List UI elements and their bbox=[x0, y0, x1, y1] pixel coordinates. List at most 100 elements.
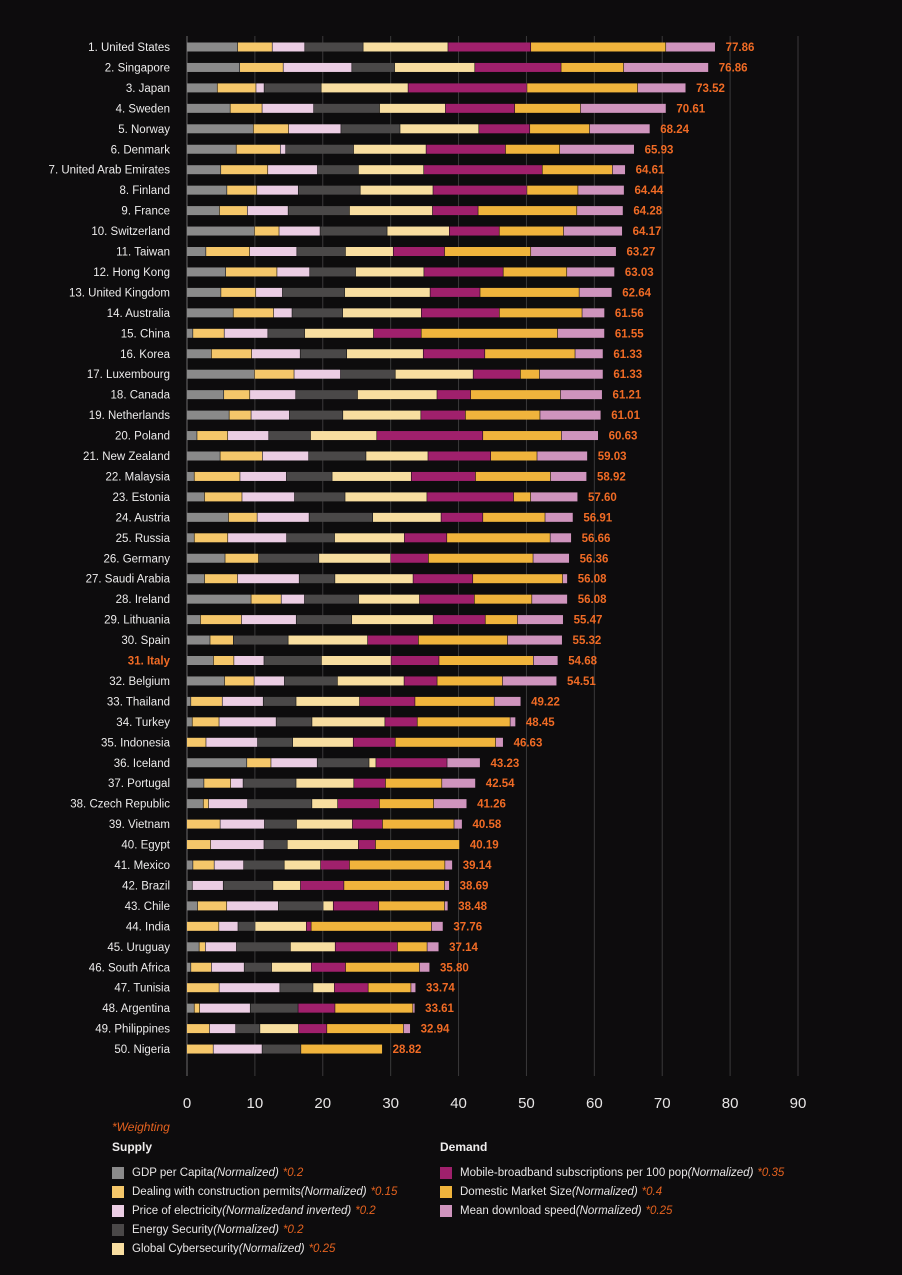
bar-segment-mobile bbox=[377, 431, 483, 441]
bar-segment-gdp bbox=[187, 758, 247, 768]
bar-segment-permits bbox=[187, 1044, 213, 1054]
bar-row bbox=[187, 165, 626, 175]
total-label: 63.03 bbox=[625, 267, 654, 279]
bar-segment-market bbox=[490, 451, 537, 461]
legend-name: Mobile-broadband subscriptions per 100 p… bbox=[460, 1166, 688, 1179]
bar-segment-energy bbox=[263, 696, 296, 706]
bar-segment-cyber bbox=[321, 83, 408, 93]
bar-segment-market bbox=[530, 124, 590, 134]
bar-segment-cyber bbox=[353, 144, 426, 154]
bar-segment-download bbox=[447, 758, 480, 768]
bar-segment-permits bbox=[224, 676, 254, 686]
bar-segment-gdp bbox=[187, 349, 212, 359]
category-label: 11. Taiwan bbox=[116, 247, 170, 259]
bar-segment-market bbox=[344, 880, 445, 890]
bar-segment-gdp bbox=[187, 615, 201, 625]
bar-segment-mobile bbox=[333, 901, 379, 911]
bar-row bbox=[187, 533, 572, 543]
bar-segment-electricity bbox=[256, 83, 264, 93]
bar-segment-permits bbox=[187, 737, 206, 747]
bar-segment-cyber bbox=[343, 410, 421, 420]
bar-segment-download bbox=[577, 206, 623, 216]
bar-segment-energy bbox=[341, 124, 400, 134]
bar-segment-mobile bbox=[427, 492, 514, 502]
bar-segment-cyber bbox=[313, 983, 335, 993]
x-tick-label: 30 bbox=[382, 1095, 399, 1112]
bar-row bbox=[187, 880, 450, 890]
legend-item-cyber: Global Cybersecurity (Normalized) *0.25 bbox=[112, 1239, 397, 1258]
bar-segment-mobile bbox=[445, 103, 515, 113]
bar-segment-mobile bbox=[298, 1003, 335, 1013]
bar-segment-mobile bbox=[473, 369, 521, 379]
legend-supply: Supply GDP per Capita (Normalized) *0.2 De… bbox=[112, 1140, 397, 1258]
bar-row bbox=[187, 267, 615, 277]
legend-name: Energy Security bbox=[132, 1223, 214, 1236]
legend-item-electricity: Price of electricity (Normalizedand inve… bbox=[112, 1201, 397, 1220]
bar-segment-mobile bbox=[408, 83, 527, 93]
bar-segment-cyber bbox=[372, 512, 441, 522]
bar-segment-cyber bbox=[395, 369, 473, 379]
bar-segment-electricity bbox=[228, 533, 287, 543]
bar-segment-download bbox=[411, 983, 416, 993]
bar-segment-mobile bbox=[367, 635, 419, 645]
bar-segment-gdp bbox=[187, 656, 214, 665]
bar-segment-download bbox=[559, 144, 634, 154]
bar-segment-energy bbox=[243, 778, 296, 788]
bar-segment-cyber bbox=[319, 553, 391, 563]
bar-segment-market bbox=[561, 62, 624, 72]
bar-segment-download bbox=[582, 308, 605, 318]
bar-segment-gdp bbox=[187, 144, 236, 154]
bar-segment-permits bbox=[225, 267, 277, 277]
total-label: 64.28 bbox=[633, 206, 662, 218]
bar-segment-permits bbox=[194, 1003, 200, 1013]
bar-segment-download bbox=[540, 410, 601, 420]
bar-segment-permits bbox=[204, 574, 238, 584]
bar-segment-download bbox=[563, 226, 623, 236]
category-label: 17. Luxembourg bbox=[87, 369, 170, 381]
bar-row bbox=[187, 369, 603, 379]
bar-segment-gdp bbox=[187, 42, 238, 52]
bar-row bbox=[187, 696, 521, 706]
bar-segment-market bbox=[483, 431, 562, 441]
legend-name: Mean download speed bbox=[460, 1204, 576, 1217]
category-label: 15. China bbox=[121, 328, 171, 340]
bar-segment-electricity bbox=[273, 308, 292, 318]
bar-segment-mobile bbox=[421, 410, 466, 420]
legend-item-market: Domestic Market Size (Normalized) *0.4 bbox=[440, 1182, 784, 1201]
bar-segment-energy bbox=[340, 369, 395, 379]
bar-segment-electricity bbox=[251, 349, 300, 359]
bar-segment-market bbox=[499, 226, 564, 236]
x-tick-label: 50 bbox=[518, 1095, 535, 1112]
bar-segment-market bbox=[531, 42, 666, 52]
bar-segment-cyber bbox=[360, 185, 433, 195]
bar-segment-permits bbox=[254, 369, 294, 379]
bar-segment-market bbox=[395, 737, 496, 747]
category-label: 40. Egypt bbox=[121, 840, 170, 852]
bar-segment-permits bbox=[236, 144, 280, 154]
bar-segment-electricity bbox=[219, 717, 276, 727]
total-label: 56.91 bbox=[583, 512, 612, 524]
bar-segment-gdp bbox=[187, 1003, 194, 1013]
total-label: 61.21 bbox=[613, 390, 642, 402]
bar-segment-market bbox=[415, 696, 494, 706]
bar-segment-cyber bbox=[344, 287, 430, 297]
bar-segment-electricity bbox=[294, 369, 341, 379]
bar-segment-download bbox=[557, 328, 605, 338]
bar-segment-energy bbox=[313, 103, 380, 113]
bar-segment-permits bbox=[206, 247, 250, 256]
total-label: 70.61 bbox=[676, 103, 705, 115]
bar-segment-market bbox=[499, 308, 582, 318]
bar-segment-energy bbox=[288, 206, 350, 216]
bar-segment-download bbox=[567, 267, 615, 277]
total-label: 64.61 bbox=[636, 165, 665, 177]
bars bbox=[187, 42, 715, 1054]
bar-segment-market bbox=[345, 962, 420, 972]
bar-segment-permits bbox=[217, 83, 256, 93]
bar-segment-market bbox=[447, 533, 550, 543]
total-label: 38.69 bbox=[460, 880, 489, 892]
bar-segment-permits bbox=[213, 656, 234, 665]
bar-segment-gdp bbox=[187, 512, 229, 522]
legend-swatch bbox=[112, 1242, 124, 1255]
bar-segment-cyber bbox=[323, 901, 333, 911]
bar-segment-mobile bbox=[404, 676, 437, 686]
